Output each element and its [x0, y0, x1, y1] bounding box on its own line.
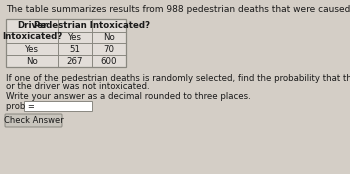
Text: 70: 70: [104, 45, 114, 53]
Text: If one of the pedestrian deaths is randomly selected, find the probability that : If one of the pedestrian deaths is rando…: [6, 74, 350, 83]
Text: Yes: Yes: [25, 45, 39, 53]
Text: 267: 267: [67, 57, 83, 65]
Text: prob =: prob =: [6, 102, 35, 111]
Text: 600: 600: [101, 57, 117, 65]
Text: The table summarizes results from 988 pedestrian deaths that were caused by auto: The table summarizes results from 988 pe…: [6, 5, 350, 14]
Text: No: No: [26, 57, 38, 65]
Text: Driver
Intoxicated?: Driver Intoxicated?: [2, 21, 62, 41]
Text: No: No: [103, 33, 115, 42]
Text: Check Answer: Check Answer: [4, 116, 63, 125]
FancyBboxPatch shape: [5, 114, 62, 127]
Bar: [24, 101, 92, 111]
Text: 51: 51: [70, 45, 80, 53]
Bar: [6, 19, 126, 67]
Text: Write your answer as a decimal rounded to three places.: Write your answer as a decimal rounded t…: [6, 92, 251, 101]
Text: Yes: Yes: [68, 33, 82, 42]
Text: or the driver was not intoxicated.: or the driver was not intoxicated.: [6, 82, 150, 91]
Bar: [6, 19, 126, 67]
Text: Pedestrian Intoxicated?: Pedestrian Intoxicated?: [34, 21, 150, 30]
